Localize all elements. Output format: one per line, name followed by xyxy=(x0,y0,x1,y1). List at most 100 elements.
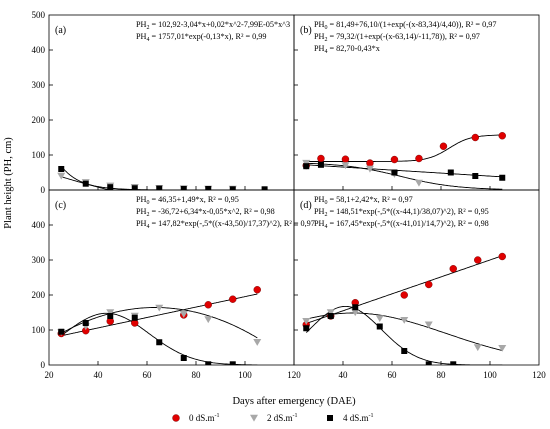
point-ph2 xyxy=(375,315,384,323)
point-ph4 xyxy=(205,185,212,190)
point-ph4 xyxy=(447,169,454,176)
point-ph2 xyxy=(106,309,115,317)
legend: 0 dS.m-1 2 dS.m-1 4 dS.m-1 xyxy=(172,413,374,423)
y-tick-label: 400 xyxy=(32,220,46,230)
panel-label: (a) xyxy=(55,25,66,36)
point-ph2 xyxy=(326,309,335,317)
point-ph4 xyxy=(180,355,187,361)
legend-item-ph2: 2 dS.m-1 xyxy=(250,413,298,423)
y-tick-label: 0 xyxy=(41,360,46,370)
point-ph0 xyxy=(317,154,325,163)
fit-curve-ph4 xyxy=(61,312,258,365)
y-tick-label: 200 xyxy=(32,290,46,300)
point-ph4 xyxy=(303,325,310,332)
panel-label: (b) xyxy=(300,25,312,36)
point-ph4 xyxy=(82,180,89,187)
point-ph4 xyxy=(327,313,334,319)
point-ph2 xyxy=(498,345,507,352)
point-ph4 xyxy=(376,323,383,330)
legend-item-ph4: 4 dS.m-1 xyxy=(327,413,374,423)
point-ph4 xyxy=(352,304,359,311)
y-tick-label: 300 xyxy=(32,80,46,90)
x-tick-label: 20 xyxy=(45,370,55,380)
equation: PH4 = 82,70-0,43*x xyxy=(314,44,380,55)
point-ph2 xyxy=(179,311,188,318)
point-ph0 xyxy=(390,155,399,164)
equation: PH2 = -36,72+6,34*x-0,05*x^2, R² = 0,98 xyxy=(136,207,275,218)
point-ph4 xyxy=(229,186,236,190)
y-axis-label: Plant height (PH, cm) xyxy=(3,137,14,229)
x-ticks: 20 40 40 60 60 80 80 100 100 120 120 xyxy=(45,370,547,380)
point-ph4 xyxy=(205,361,212,365)
panel-ticks xyxy=(49,224,246,365)
fit-curve-ph4 xyxy=(306,164,503,178)
legend-item-ph0: 0 dS.m-1 xyxy=(172,413,220,423)
markers xyxy=(57,286,262,365)
point-ph2 xyxy=(302,318,311,325)
legend-label: 4 dS.m-1 xyxy=(343,413,374,423)
point-ph2 xyxy=(365,165,374,173)
legend-label: 2 dS.m-1 xyxy=(267,413,298,423)
x-axis-label: Days after emergency (DAE) xyxy=(232,396,356,407)
panel-label: (c) xyxy=(55,200,66,211)
y-ticks: 0 0 100 100 200 200 300 300 400 400 500 xyxy=(32,10,46,370)
fit-curve-ph0 xyxy=(61,293,258,337)
point-ph4 xyxy=(472,173,479,179)
point-ph4 xyxy=(261,186,268,190)
equation: PH4 = 167,45*exp(-,5*((x-41,01)/14,7)^2)… xyxy=(314,219,489,230)
equation: PH0 = 46,35+1,49*x, R² = 0,95 xyxy=(136,195,239,206)
point-ph4 xyxy=(317,161,324,168)
x-tick-label: 60 xyxy=(388,370,398,380)
point-ph4 xyxy=(499,174,506,181)
point-ph0 xyxy=(425,280,433,289)
panel-frame xyxy=(48,14,295,191)
x-tick-label: 40 xyxy=(339,370,349,380)
fit-curve-ph2 xyxy=(61,307,258,339)
point-ph2 xyxy=(204,316,213,324)
equation: PH4 = 1757,01*exp(-0,13*x), R² = 0,99 xyxy=(136,32,266,43)
panel-ticks xyxy=(294,49,491,190)
point-ph2 xyxy=(424,321,433,329)
point-ph0 xyxy=(400,291,408,299)
y-tick-label: 100 xyxy=(32,150,46,160)
point-ph4 xyxy=(180,185,187,190)
point-ph0 xyxy=(498,132,506,140)
equation: PH2 = 102,92-3,04*x+0,02*x^2-7,99E-05*x^… xyxy=(136,20,290,31)
markers xyxy=(57,166,268,190)
equation: PH2 = 148,51*exp(-,5*((x-44,1)/38,07)^2)… xyxy=(314,207,489,218)
fit-curves xyxy=(306,134,503,190)
point-ph4 xyxy=(229,361,236,365)
fit-curve-ph4 xyxy=(305,305,503,365)
point-ph2 xyxy=(414,179,423,187)
legend-label: 0 dS.m-1 xyxy=(189,413,220,423)
x-tick-label: 100 xyxy=(238,370,252,380)
panel-frame xyxy=(293,14,540,191)
point-ph0 xyxy=(229,295,237,303)
panel-label: (d) xyxy=(300,200,312,211)
fit-curve-ph0 xyxy=(306,255,503,324)
point-ph0 xyxy=(366,159,374,167)
panel-b: (b)PH0 = 81,49+76,10/(1+exp(-(x-83,34)/4… xyxy=(293,14,540,191)
y-tick-label: 0 xyxy=(41,185,46,195)
point-ph4 xyxy=(156,185,163,190)
fit-curves xyxy=(61,293,258,365)
panels: (a) PH2 = 102,92-3,04*x+0,02*x^2-7,99E-05… xyxy=(48,14,540,366)
markers xyxy=(302,132,506,187)
point-ph4 xyxy=(303,163,310,170)
panel-ticks xyxy=(294,224,491,365)
x-tick-label: 80 xyxy=(192,370,202,380)
panel-a: (a) PH2 = 102,92-3,04*x+0,02*x^2-7,99E-05… xyxy=(48,14,295,191)
y-tick-label: 100 xyxy=(32,325,46,335)
point-ph0 xyxy=(253,286,261,294)
point-ph4 xyxy=(131,185,138,190)
legend-marker xyxy=(172,414,180,422)
point-ph0 xyxy=(341,155,350,163)
legend-marker xyxy=(327,415,333,421)
point-ph4 xyxy=(107,184,114,190)
point-ph2 xyxy=(341,162,350,170)
point-ph4 xyxy=(58,328,65,335)
fit-curve-ph2 xyxy=(306,162,503,190)
point-ph4 xyxy=(131,314,138,321)
